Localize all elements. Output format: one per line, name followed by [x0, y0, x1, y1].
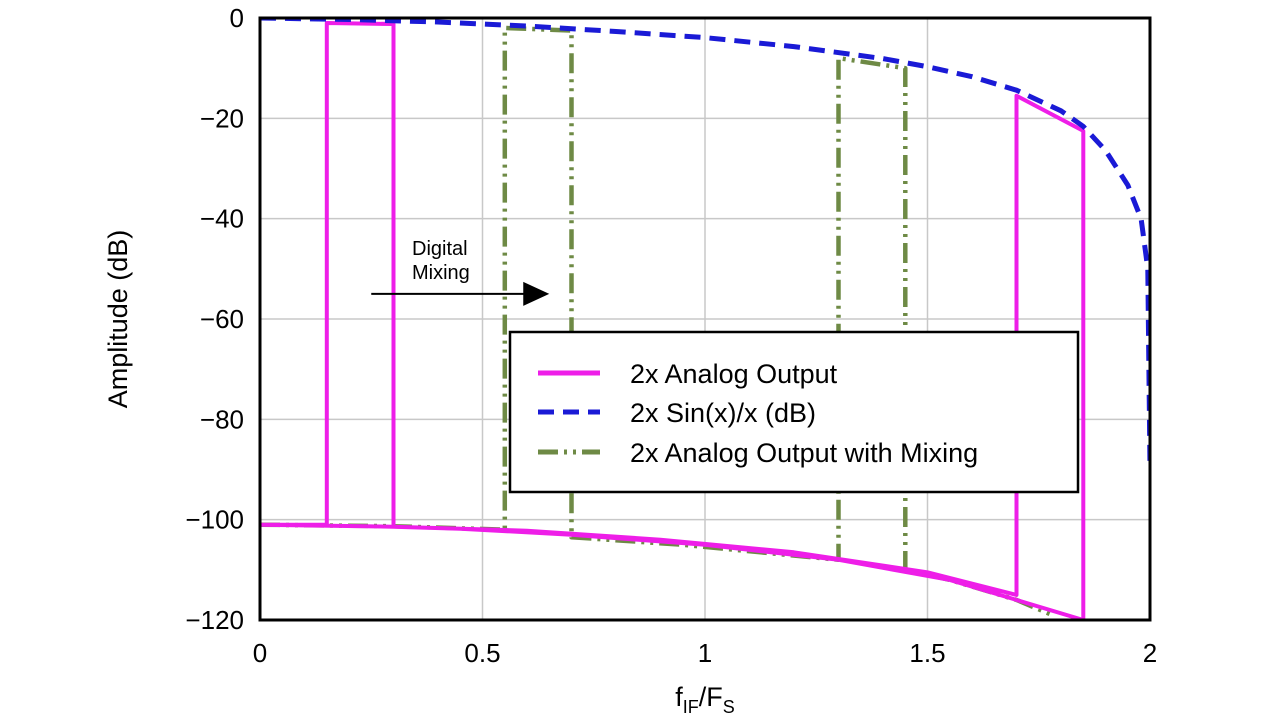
series-layer — [260, 18, 1150, 620]
x-tick-label: 1.5 — [909, 638, 945, 668]
y-tick-label: −100 — [185, 505, 244, 535]
annotation-line1: Digital — [412, 238, 468, 260]
legend-label-sinc: 2x Sin(x)/x (dB) — [630, 398, 816, 428]
y-tick-label: −60 — [200, 304, 244, 334]
y-tick-label: 0 — [230, 3, 244, 33]
y-tick-label: −120 — [185, 605, 244, 635]
x-tick-label: 2 — [1143, 638, 1157, 668]
y-tick-label: −80 — [200, 404, 244, 434]
x-axis-title-main: f — [675, 682, 683, 712]
legend: 2x Analog Output 2x Sin(x)/x (dB) 2x Ana… — [508, 330, 1080, 494]
annotation-arrow — [371, 281, 550, 306]
y-axis-title: Amplitude (dB) — [103, 230, 133, 409]
annotation-line2: Mixing — [412, 262, 470, 284]
x-tick-label: 0 — [253, 638, 267, 668]
plot-frame — [258, 16, 1152, 622]
x-axis-title-sub2: S — [723, 697, 735, 717]
legend-label-analog: 2x Analog Output — [630, 359, 838, 389]
legend-box — [508, 330, 1080, 494]
legend-label-mixing: 2x Analog Output with Mixing — [630, 438, 978, 468]
y-tick-label: −40 — [200, 204, 244, 234]
annotation-arrow-head — [523, 281, 550, 306]
tick-labels: 0 0.5 1 1.5 2 0 −20 −40 −60 −80 −100 −120 — [185, 3, 1157, 668]
x-tick-label: 0.5 — [464, 638, 500, 668]
x-axis-title: fIF/FS — [675, 682, 735, 717]
x-tick-label: 1 — [698, 638, 712, 668]
x-axis-title-mid: /F — [699, 682, 723, 712]
series-line-1 — [260, 18, 1150, 470]
y-tick-label: −20 — [200, 103, 244, 133]
x-axis-title-sub1: IF — [683, 697, 699, 717]
series-line-0 — [260, 21, 1086, 620]
